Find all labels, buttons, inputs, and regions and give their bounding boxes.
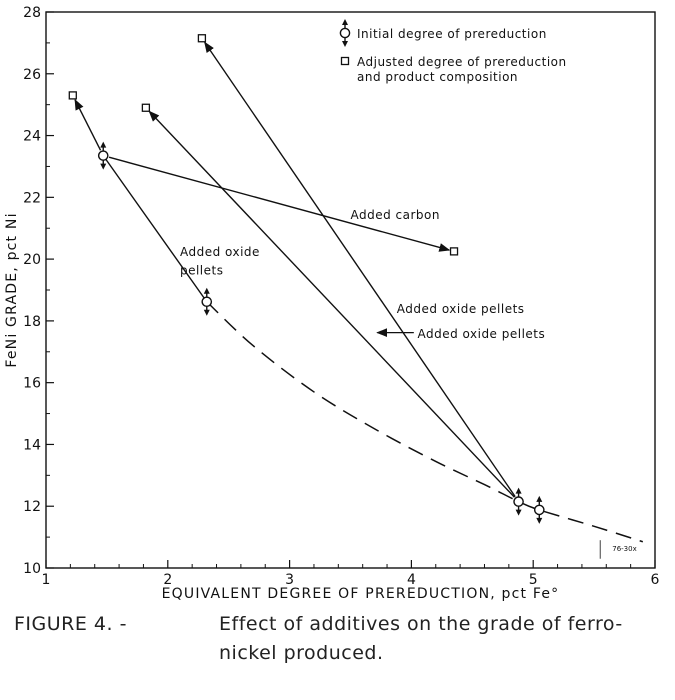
y-tick-label: 12 [23, 499, 41, 515]
initial-prereduction-point [513, 487, 524, 516]
shift-arrow [74, 98, 102, 151]
legend-label-initial: Initial degree of prereduction [357, 27, 547, 41]
labels: Added carbon Added oxide pellets Added oxid… [180, 208, 545, 341]
caption-line-1: Effect of additives on the grade of ferr… [219, 613, 623, 635]
initial-prereduction-point [533, 495, 545, 524]
legend-square-icon [340, 56, 350, 66]
x-tick-label: 2 [163, 572, 172, 588]
annotation-label: Added oxide [180, 245, 260, 259]
legend-label-adjusted-line-2: and product composition [357, 70, 518, 84]
plot-frame [45, 11, 656, 569]
initial-prereduction-point [201, 287, 213, 316]
y-tick-label: 24 [23, 129, 41, 145]
caption-line-2: nickel produced. [219, 642, 384, 664]
adjusted-prereduction-point [68, 91, 77, 100]
y-tick-label: 10 [23, 561, 41, 577]
y-tick-label: 28 [23, 5, 41, 21]
shift-arrow [108, 156, 451, 252]
initial-prereduction-point [97, 141, 109, 170]
curves [74, 41, 644, 543]
x-axis-title: EQUIVALENT DEGREE OF PREREDUCTION, pct F… [162, 586, 560, 602]
shift-arrow [204, 41, 516, 498]
trend-dashed-curve [206, 301, 644, 543]
x-tick-label: 5 [529, 572, 538, 588]
legend-circle-icon [339, 19, 351, 47]
annotation-label: Added oxide pellets [397, 302, 525, 316]
x-tick-label: 3 [285, 572, 294, 588]
connector-line [102, 155, 208, 303]
adjusted-prereduction-point [141, 103, 151, 112]
y-tick-label: 16 [23, 376, 41, 392]
x-tick-label: 6 [651, 572, 660, 588]
adjusted-prereduction-point [197, 34, 207, 43]
shift-arrow [148, 110, 515, 498]
annotation-label: Added carbon [351, 208, 441, 222]
y-tick-label: 22 [23, 190, 41, 206]
x-tick-label: 1 [42, 572, 51, 588]
figure-code: 76-30x [612, 545, 636, 553]
y-tick-label: 20 [23, 252, 41, 268]
legend: Initial degree of prereduction Adjusted d… [339, 19, 567, 84]
legend-label-adjusted: Adjusted degree of prereduction [357, 55, 567, 69]
annotation-label: pellets [180, 264, 224, 278]
figure-caption: FIGURE 4. - Effect of additives on the g… [14, 610, 659, 668]
adjusted-prereduction-point [449, 247, 459, 256]
caption-label: FIGURE 4. - [14, 613, 127, 635]
y-axis-title: FeNi GRADE, pct Ni [4, 212, 20, 367]
markers [68, 34, 545, 524]
y-tick-label: 26 [23, 67, 41, 83]
x-tick-label: 4 [407, 572, 416, 588]
y-tick-label: 18 [23, 314, 41, 330]
annotation-label: Added oxide pellets [417, 327, 545, 341]
y-tick-label: 14 [23, 437, 41, 453]
